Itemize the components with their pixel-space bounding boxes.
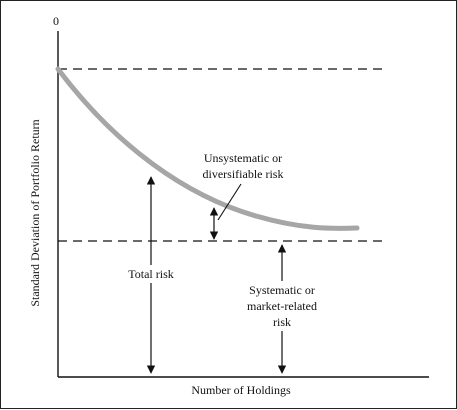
systematic-label-line2: market-related: [247, 299, 317, 313]
portfolio-risk-curve: [55, 66, 360, 231]
y-axis-label: Standard Deviation of Portfolio Return: [28, 119, 42, 306]
unsystematic-label-line1: Unsystematic or: [204, 151, 282, 165]
unsystematic-label-line2: diversifiable risk: [203, 167, 284, 181]
systematic-label-line1: Systematic or: [249, 283, 315, 297]
origin-label: 0: [53, 14, 59, 28]
total-risk-label: Total risk: [128, 267, 174, 281]
unsystematic-pointer-line: [217, 183, 242, 221]
total-risk-label-bg: [121, 265, 181, 283]
systematic-label-bg: [239, 281, 325, 331]
systematic-label-line3: risk: [273, 315, 291, 329]
x-axis-label: Number of Holdings: [191, 383, 291, 397]
